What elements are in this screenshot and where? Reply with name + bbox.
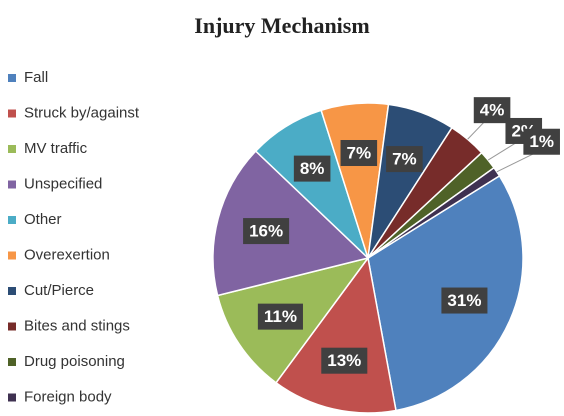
legend-label: Other [24,211,62,228]
data-label: 1% [529,132,554,151]
data-label-group: 7% [386,146,423,173]
data-label-group: 11% [257,303,303,330]
legend-label: Struck by/against [24,104,140,121]
leader-line [487,142,517,161]
legend-swatch [8,74,16,82]
leader-line [496,153,534,173]
data-label-box [473,97,511,124]
data-label: 11% [264,307,297,326]
data-label: 13% [327,351,361,370]
legend-label: Unspecified [24,175,102,192]
data-label: 8% [300,159,325,178]
legend-swatch [8,180,16,189]
leader-line [467,121,485,140]
pie-slice [274,256,397,414]
data-label-group: 4% [473,97,511,124]
legend-swatch [8,393,16,402]
legend-swatch [8,287,16,295]
legend-swatch [8,109,16,118]
pie-slice [212,150,370,297]
data-label: 4% [480,101,505,120]
data-label-box [523,128,560,155]
legend-swatch [8,251,16,260]
pie-slice [367,166,501,259]
data-label-group: 8% [293,155,331,182]
data-label: 7% [347,143,372,162]
legend-swatch [8,322,16,331]
data-label: 16% [249,222,283,241]
data-label-box [321,347,368,374]
legend-label: Fall [24,69,48,86]
data-label-box [293,155,331,182]
legend-swatch [8,145,16,153]
legend-label: Overexertion [24,246,110,263]
data-label-box [257,303,303,330]
legend-label: Drug poisoning [24,353,125,370]
data-label-box [441,287,488,314]
data-label-group: 16% [243,218,290,245]
legend-label: Foreign body [24,388,112,405]
legend-label: Cut/Pierce [24,282,94,299]
legend-swatch [8,358,16,366]
legend-label: MV traffic [24,140,88,157]
data-label-box [340,140,378,167]
data-label: 31% [447,291,481,310]
data-label: 7% [392,150,417,169]
chart-title: Injury Mechanism [194,13,369,38]
data-label-group: 7% [340,140,378,167]
data-label-box [243,218,290,245]
data-label-box [386,146,423,173]
data-label-group: 31% [441,287,488,314]
data-label-group: 1% [523,128,560,155]
legend-label: Bites and stings [24,317,130,334]
data-label-group: 13% [321,347,368,374]
legend-swatch [8,216,16,224]
